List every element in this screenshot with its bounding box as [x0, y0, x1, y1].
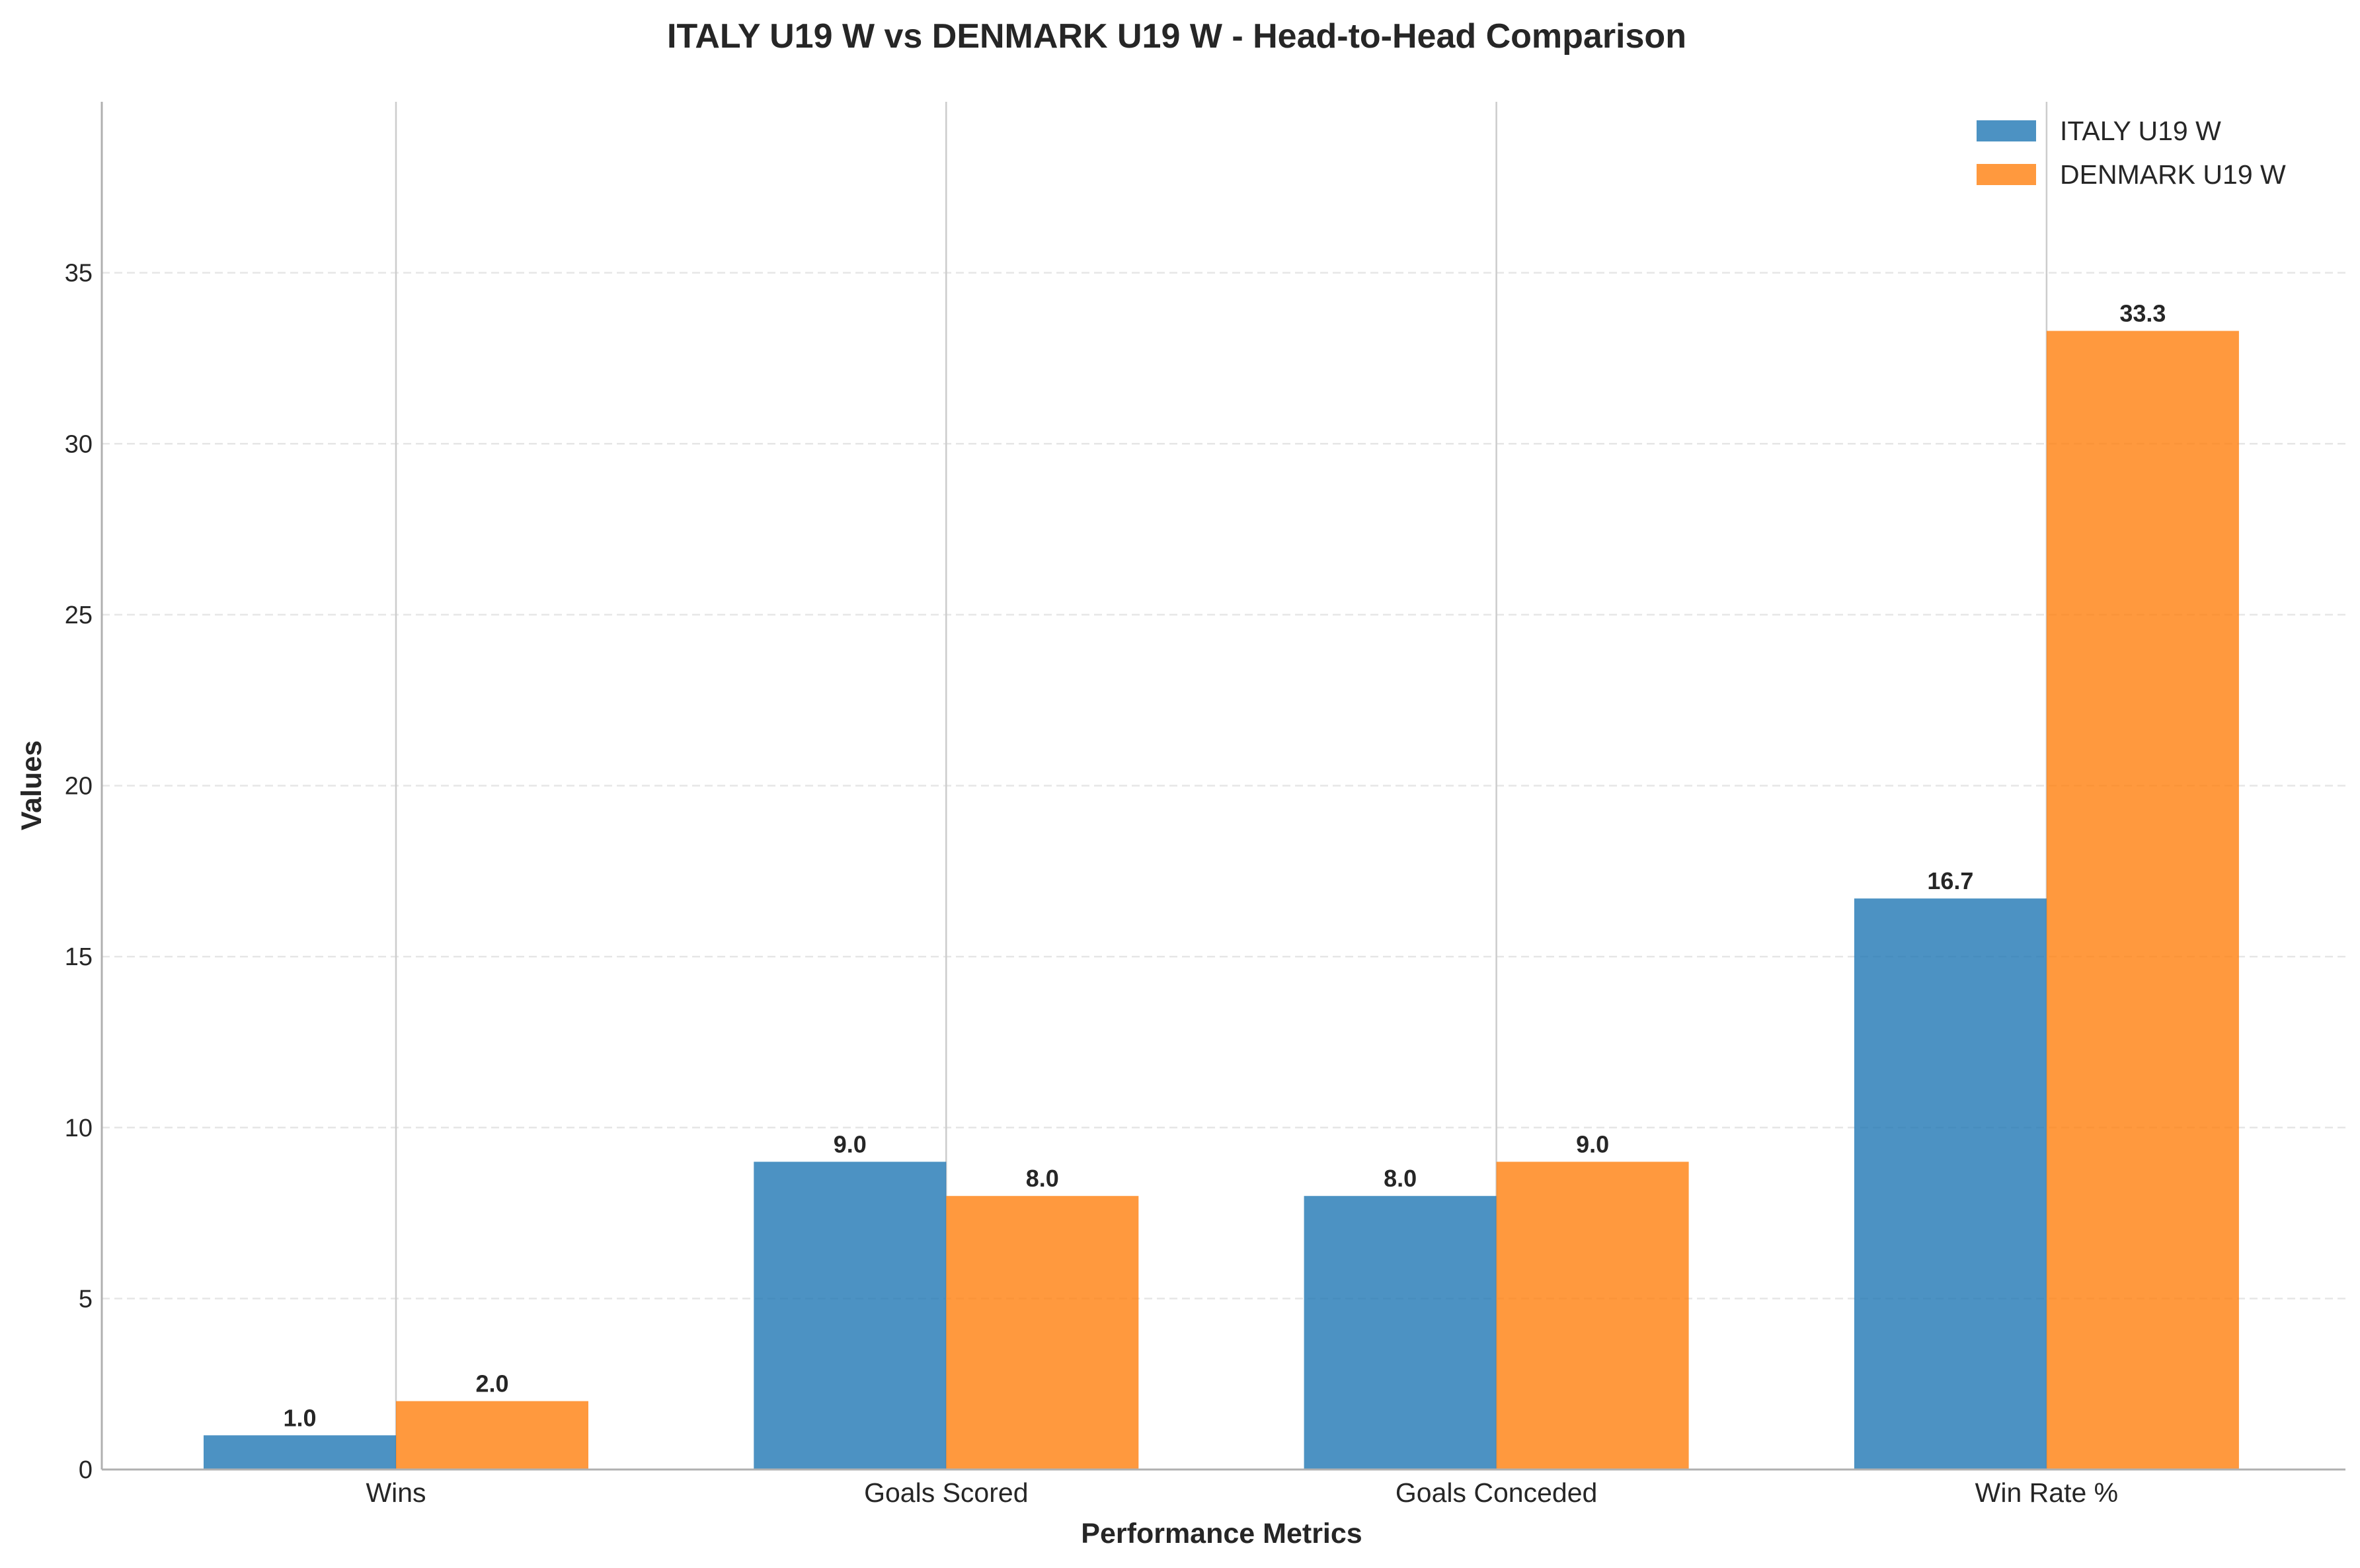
y-tick-label: 10 — [65, 1115, 93, 1142]
bar-denmark — [396, 1401, 588, 1470]
x-axis-label: Performance Metrics — [1081, 1518, 1362, 1549]
bar-value-label: 8.0 — [1384, 1165, 1417, 1192]
bar-denmark — [2046, 331, 2239, 1470]
bar-value-label: 1.0 — [283, 1404, 316, 1431]
bar-value-label: 2.0 — [475, 1370, 508, 1397]
x-tick-label: Goals Conceded — [1396, 1477, 1597, 1508]
y-tick-label: 5 — [79, 1285, 93, 1313]
bar-italy — [754, 1161, 947, 1470]
y-tick-label: 35 — [65, 260, 93, 288]
bar-italy — [1854, 898, 2047, 1470]
y-tick-label: 20 — [65, 773, 93, 801]
bars-layer — [204, 331, 2239, 1470]
legend-entry: DENMARK U19 W — [2060, 159, 2286, 190]
y-tick-label: 15 — [65, 943, 93, 971]
labels-layer: 0 5 10 15 20 25 30 35 1.0 9.0 8.0 16.7 2.0 8.0 9.0 33.3… — [65, 260, 2166, 1508]
y-tick-label: 30 — [65, 430, 93, 458]
bar-value-label: 16.7 — [1927, 867, 1973, 894]
chart-title: ITALY U19 W vs DENMARK U19 W - Head-to-H… — [667, 17, 1686, 56]
bar-denmark — [946, 1196, 1139, 1470]
y-tick-label: 25 — [65, 602, 93, 629]
legend-entry: ITALY U19 W — [2060, 116, 2221, 146]
x-tick-label: Goals Scored — [864, 1477, 1028, 1508]
bar-value-label: 9.0 — [1576, 1130, 1609, 1157]
bar-value-label: 8.0 — [1026, 1165, 1059, 1192]
x-tick-label: Win Rate % — [1975, 1477, 2118, 1508]
bar-italy — [1304, 1196, 1497, 1470]
bar-value-label: 9.0 — [834, 1130, 867, 1157]
bar-value-label: 33.3 — [2119, 300, 2166, 327]
y-axis-label: Values — [16, 740, 48, 830]
legend: ITALY U19 W DENMARK U19 W — [1977, 116, 2286, 190]
x-tick-label: Wins — [366, 1477, 426, 1508]
legend-swatch — [1977, 120, 2036, 141]
axes-layer — [100, 102, 2345, 1471]
bar-denmark — [1496, 1161, 1689, 1470]
legend-swatch — [1977, 164, 2036, 185]
y-tick-label: 0 — [79, 1456, 93, 1484]
bar-italy — [204, 1435, 396, 1470]
